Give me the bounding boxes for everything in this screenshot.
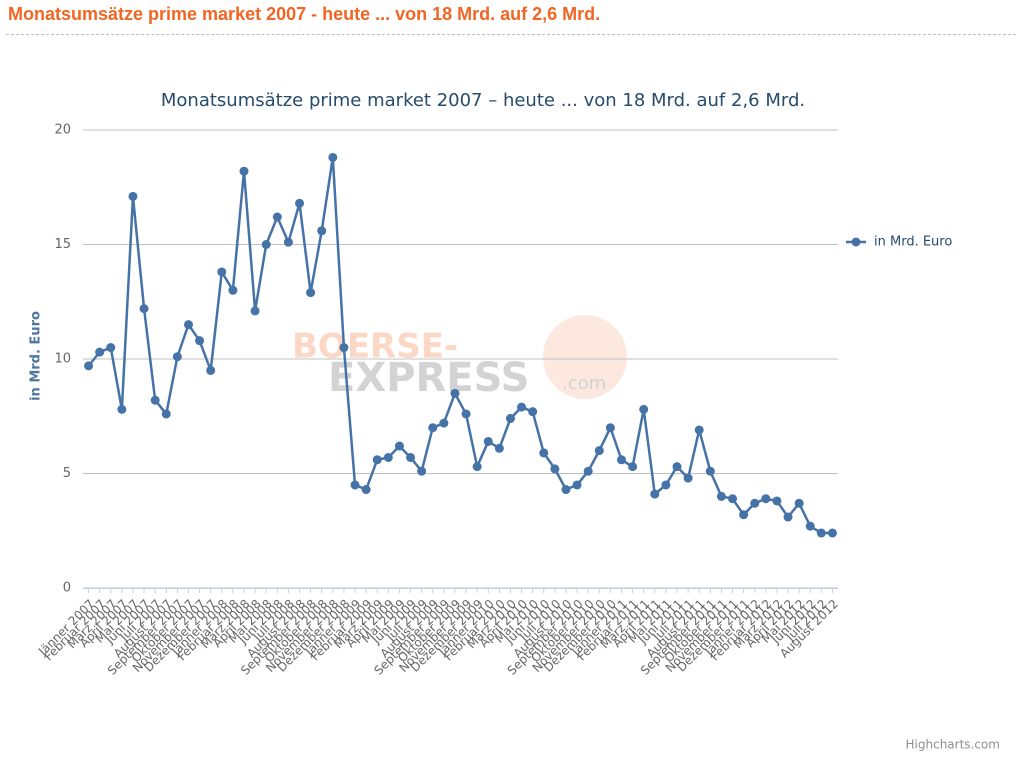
data-point [183, 320, 193, 330]
data-point [417, 466, 427, 476]
data-point [306, 288, 316, 298]
data-point [439, 418, 449, 428]
data-point [550, 464, 560, 474]
data-point [394, 441, 404, 451]
data-point [594, 446, 604, 456]
data-point [661, 480, 671, 490]
legend-label: in Mrd. Euro [874, 235, 952, 250]
data-point [783, 512, 793, 522]
watermark-text: BOERSE- [292, 327, 458, 367]
data-point [528, 407, 538, 417]
data-point [261, 240, 271, 249]
y-tick-label: 0 [63, 581, 71, 596]
data-point [139, 304, 149, 314]
page-title: Monatsumsätze prime market 2007 - heute … [8, 4, 601, 24]
y-axis-label: in Mrd. Euro [29, 311, 44, 401]
data-point [217, 267, 227, 277]
data-point [605, 423, 615, 433]
data-point [195, 336, 205, 346]
data-point [250, 306, 260, 316]
data-point [572, 480, 582, 490]
data-point [650, 489, 660, 499]
data-point [561, 485, 571, 495]
legend-marker [851, 237, 861, 247]
data-point [472, 462, 482, 472]
data-point [361, 485, 371, 495]
data-point [350, 480, 360, 490]
data-point [628, 462, 638, 472]
data-point [150, 395, 160, 405]
data-point [750, 498, 760, 508]
y-tick-label: 20 [54, 123, 71, 138]
data-point [616, 455, 626, 465]
data-point [672, 462, 682, 472]
data-point [95, 347, 105, 357]
data-point [406, 452, 416, 462]
data-point [794, 498, 804, 508]
data-point [639, 404, 649, 414]
data-point [716, 491, 726, 501]
watermark-logo [543, 315, 627, 399]
data-point [206, 365, 216, 375]
data-point [461, 409, 471, 419]
data-point [328, 152, 338, 162]
data-point [494, 443, 504, 453]
credits: Highcharts.com [906, 738, 1000, 752]
chart-title: Monatsumsätze prime market 2007 – heute … [161, 90, 805, 111]
y-tick-label: 5 [63, 466, 71, 481]
data-point [428, 423, 438, 433]
data-point [339, 343, 349, 353]
data-point [383, 452, 393, 462]
y-tick-label: 10 [54, 352, 71, 367]
data-point [827, 528, 837, 538]
data-point [317, 226, 327, 236]
watermark-text: .com [562, 373, 606, 394]
data-point [761, 494, 771, 504]
data-point [161, 409, 171, 419]
data-point [84, 361, 94, 371]
divider [6, 34, 1016, 35]
data-point [128, 191, 138, 201]
data-point [106, 343, 116, 353]
data-point [816, 528, 826, 538]
data-point [172, 352, 182, 362]
data-point [283, 237, 293, 247]
data-point [483, 436, 493, 446]
data-point [739, 510, 749, 520]
data-point [517, 402, 527, 412]
data-point [772, 496, 782, 506]
y-tick-label: 15 [54, 237, 71, 252]
data-point [450, 388, 460, 398]
data-point [583, 466, 593, 476]
data-point [272, 212, 282, 222]
watermark: BOERSE- EXPRESS .com [292, 315, 627, 401]
series-line [87, 156, 833, 535]
data-point [505, 414, 515, 424]
data-point [728, 494, 738, 504]
watermark-text: EXPRESS [328, 355, 529, 401]
data-point [295, 198, 305, 208]
data-point [117, 404, 127, 414]
data-point [694, 425, 704, 435]
data-point [683, 473, 693, 483]
data-point [372, 455, 382, 465]
data-point [228, 285, 238, 295]
data-point [239, 166, 249, 176]
data-point [805, 521, 815, 531]
data-point [539, 448, 549, 458]
data-point [705, 466, 715, 476]
